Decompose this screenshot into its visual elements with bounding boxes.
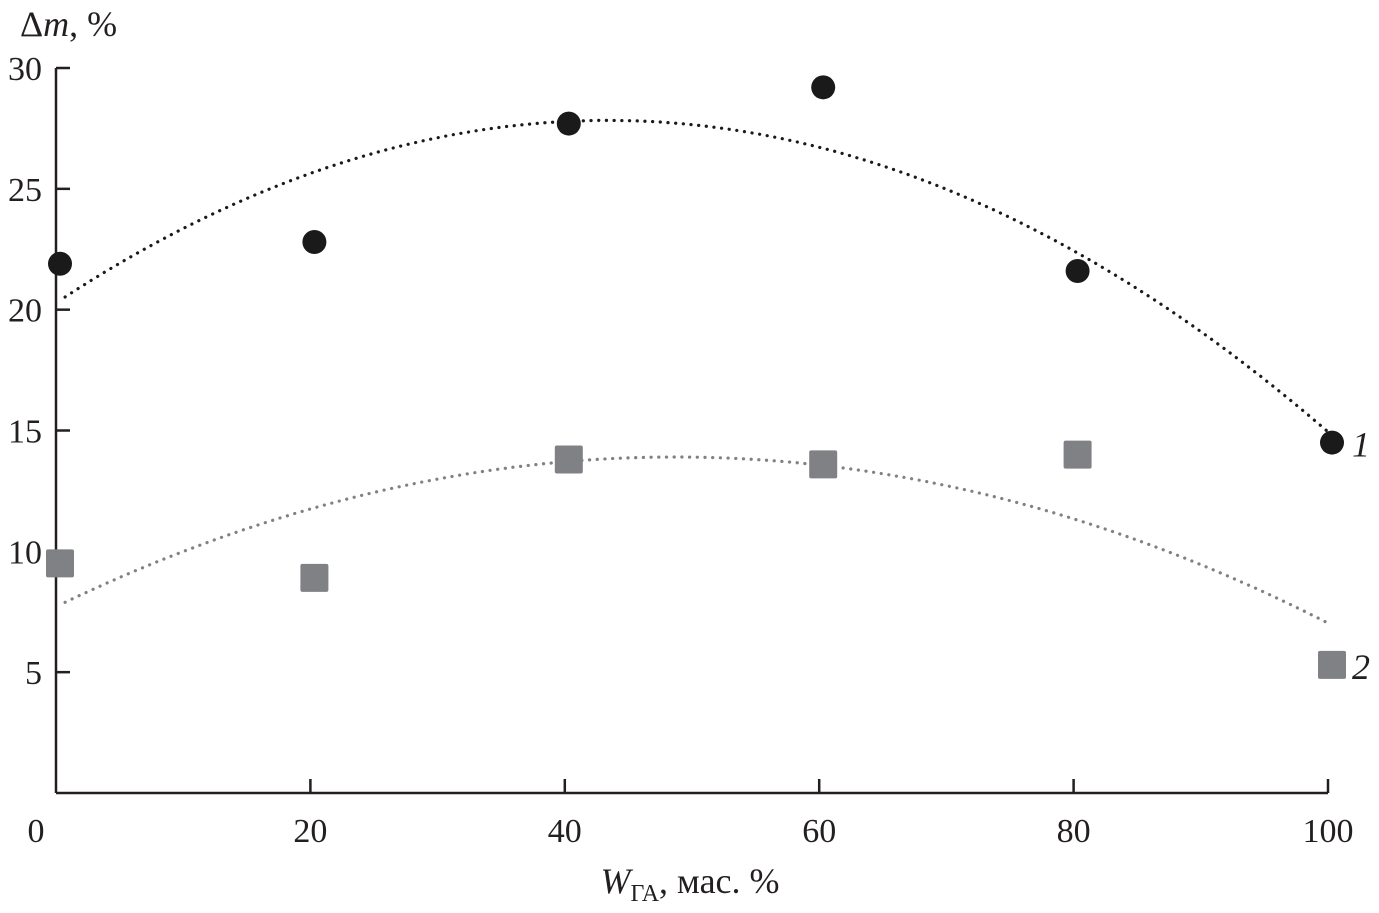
x-tick-label: 100 [1303,813,1354,850]
trendline-series-1 [63,118,1333,436]
data-point-series-1 [1320,430,1344,455]
y-axis-label: Δm, % [20,4,117,44]
x-tick-label: 0 [28,813,45,850]
trendline-series-2 [63,455,1333,627]
series-label-2: 2 [1352,647,1370,687]
data-point-series-1 [48,251,72,276]
data-point-series-2 [1063,440,1092,469]
data-point-series-2 [1318,650,1346,679]
y-tick-label: 5 [25,655,42,692]
y-tick-label: 25 [8,172,42,209]
data-point-series-1 [556,111,581,136]
x-tick-label: 80 [1057,813,1091,850]
x-tick-label: 20 [293,813,327,850]
y-tick-label: 15 [8,414,42,451]
x-tick-label: 40 [548,813,582,850]
y-tick-label: 10 [8,534,42,571]
data-point-series-1 [811,75,836,100]
data-point-series-1 [1065,259,1090,283]
data-point-series-2 [46,549,74,578]
data-point-series-2 [809,450,838,479]
x-tick-label: 60 [802,813,836,850]
data-point-series-1 [302,230,327,254]
data-point-series-2 [554,445,583,474]
series-label-1: 1 [1352,425,1370,465]
data-point-series-2 [300,563,329,592]
y-tick-label: 20 [8,293,42,330]
y-tick-label: 30 [8,51,42,88]
x-axis-label: WГА, мас. % [600,861,779,907]
